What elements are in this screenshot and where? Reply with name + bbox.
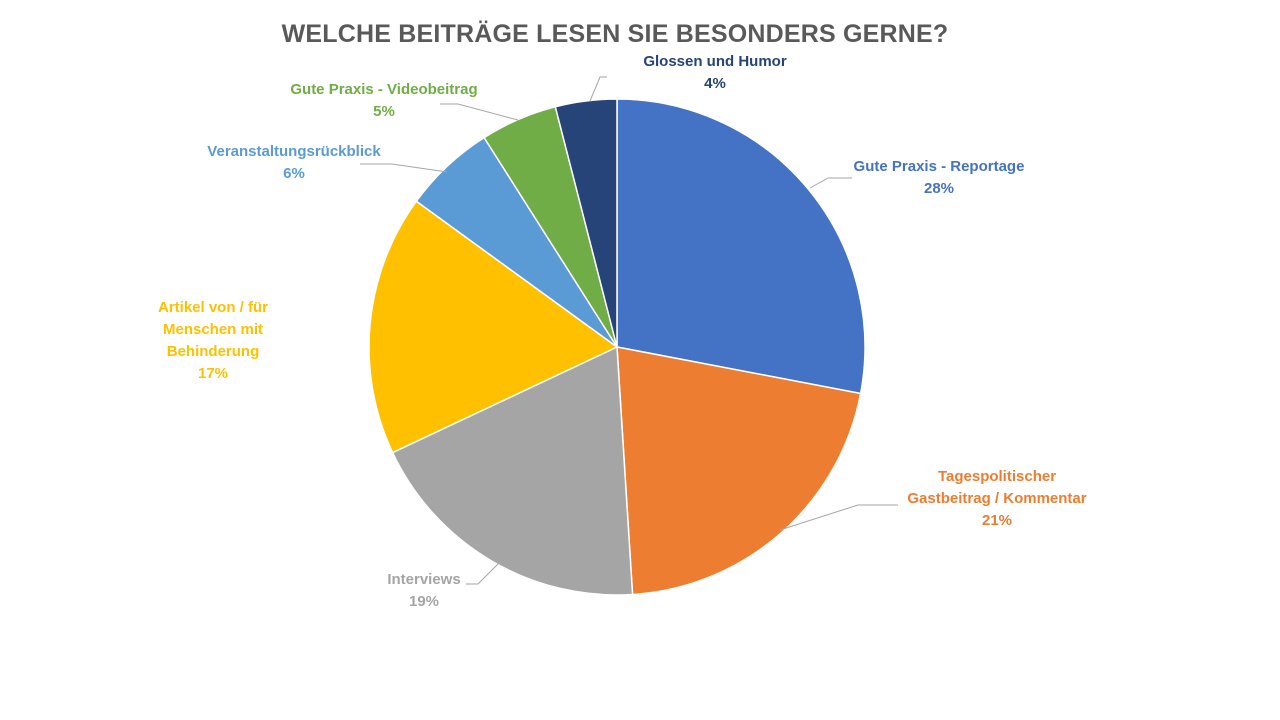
- slice-label-5: Veranstaltungsrückblick 6%: [207, 143, 381, 182]
- slice-name-text: Interviews: [387, 571, 460, 588]
- slice-label-4: Artikel von / für Menschen mit Behinderung…: [158, 299, 268, 382]
- pie-slice-7: [554, 98, 618, 348]
- slice-label-6: Gute Praxis - Videobeitrag 5%: [290, 81, 477, 120]
- slice-label-3: Interviews 19%: [387, 571, 460, 610]
- slice-name-text: Menschen mit: [163, 321, 263, 338]
- slice-percent-text: 28%: [924, 180, 954, 197]
- leader-line-1: [809, 177, 852, 189]
- slice-name-text: Veranstaltungsrückblick: [207, 143, 381, 160]
- chart-title: WELCHE BEITRÄGE LESEN SIE BESONDERS GERN…: [281, 20, 949, 48]
- leader-line-5: [360, 163, 448, 173]
- slice-name-text: Gute Praxis - Videobeitrag: [290, 81, 477, 98]
- slice-name-text: Glossen und Humor: [643, 53, 787, 70]
- slice-percent-text: 21%: [982, 512, 1012, 529]
- pie-slice-2: [616, 346, 862, 596]
- leader-line-2: [779, 504, 898, 531]
- slice-label-7: Glossen und Humor 4%: [643, 53, 787, 92]
- slice-label-2: Tagespolitischer Gastbeitrag / Kommentar 2…: [907, 468, 1086, 529]
- slice-name-text: Behinderung: [167, 343, 260, 360]
- slice-name-text: Tagespolitischer: [938, 468, 1056, 485]
- slice-percent-text: 17%: [198, 365, 228, 382]
- slice-percent-text: 19%: [409, 593, 439, 610]
- slice-name-text: Gastbeitrag / Kommentar: [907, 490, 1086, 507]
- slice-label-1: Gute Praxis - Reportage 28%: [854, 158, 1025, 197]
- leader-line-7: [589, 76, 607, 102]
- pie-slice-3: [391, 345, 634, 596]
- slice-percent-text: 4%: [704, 75, 726, 92]
- slice-percent-text: 5%: [373, 103, 395, 120]
- leader-line-6: [440, 103, 519, 121]
- leader-line-3: [466, 561, 501, 585]
- slice-name-text: Gute Praxis - Reportage: [854, 158, 1025, 175]
- slice-percent-text: 6%: [283, 165, 305, 182]
- pie-slice-4: [368, 200, 619, 454]
- pie-slice-1: [616, 98, 866, 395]
- slice-name-text: Artikel von / für: [158, 299, 268, 316]
